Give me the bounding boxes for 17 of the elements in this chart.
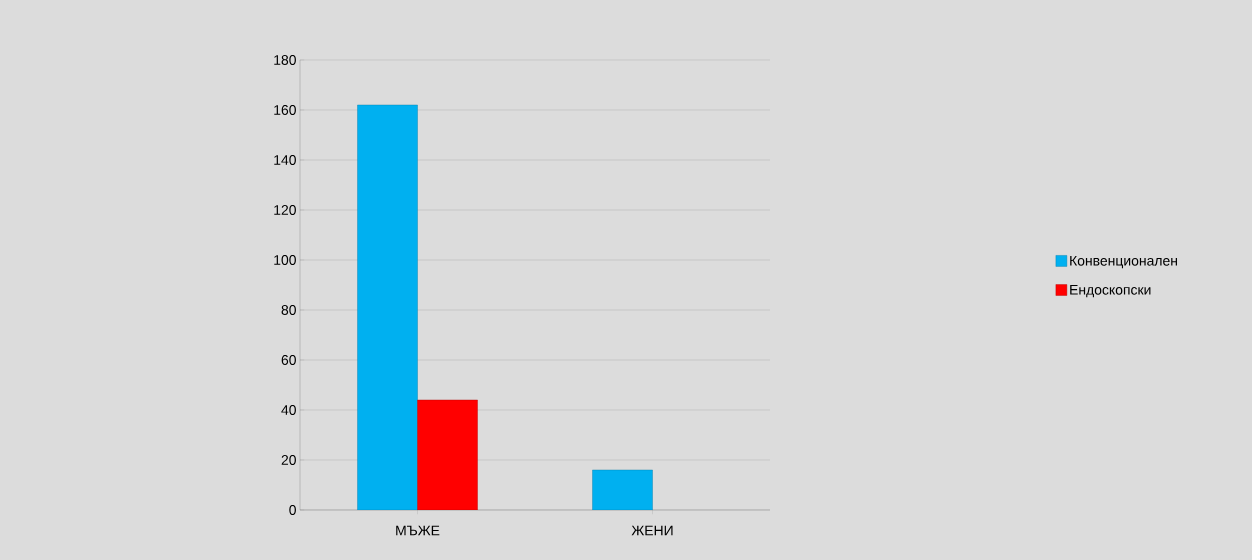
x-tick-label: МЪЖЕ — [396, 525, 440, 536]
bar — [357, 104, 418, 510]
legend-label: Конвенционален — [1070, 255, 1177, 269]
y-tick-label: 160 — [274, 105, 296, 115]
y-tick-label: 40 — [281, 405, 296, 415]
y-tick-label: 80 — [281, 305, 296, 315]
y-tick-label: 100 — [274, 255, 296, 265]
bar — [417, 399, 478, 510]
bar — [592, 469, 653, 510]
y-tick-label: 60 — [281, 355, 296, 365]
x-tick-label: ЖЕНИ — [631, 525, 673, 536]
y-tick-label: 20 — [281, 455, 296, 465]
y-tick-label: 0 — [289, 505, 296, 515]
y-tick-label: 140 — [274, 155, 296, 165]
y-tick-label: 120 — [274, 205, 296, 215]
legend-label: Ендоскопски — [1070, 284, 1151, 298]
y-tick-label: 180 — [274, 55, 296, 65]
